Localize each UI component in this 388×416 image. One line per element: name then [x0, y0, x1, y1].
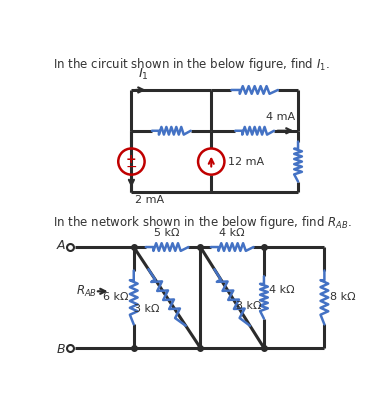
Text: 3 kΩ: 3 kΩ [236, 301, 262, 311]
Text: $I_1$: $I_1$ [138, 67, 149, 82]
Text: −: − [126, 160, 137, 174]
Text: A: A [57, 239, 66, 252]
Text: 6 kΩ: 6 kΩ [103, 292, 128, 302]
Text: 4 kΩ: 4 kΩ [219, 228, 245, 238]
Text: +: + [126, 153, 137, 166]
Text: 3 kΩ: 3 kΩ [134, 304, 159, 314]
Text: $R_{AB}$: $R_{AB}$ [76, 284, 97, 299]
Text: In the circuit shown in the below figure, find $I_1$.: In the circuit shown in the below figure… [53, 56, 330, 73]
Text: 4 kΩ: 4 kΩ [269, 285, 295, 295]
Text: 2 mA: 2 mA [135, 196, 165, 206]
Text: 4 mA: 4 mA [266, 112, 295, 122]
Text: In the network shown in the below figure, find $R_{AB}$.: In the network shown in the below figure… [53, 214, 352, 231]
Text: B: B [57, 343, 66, 356]
Text: 8 kΩ: 8 kΩ [330, 292, 355, 302]
Text: 12 mA: 12 mA [227, 156, 264, 166]
Text: 5 kΩ: 5 kΩ [154, 228, 180, 238]
